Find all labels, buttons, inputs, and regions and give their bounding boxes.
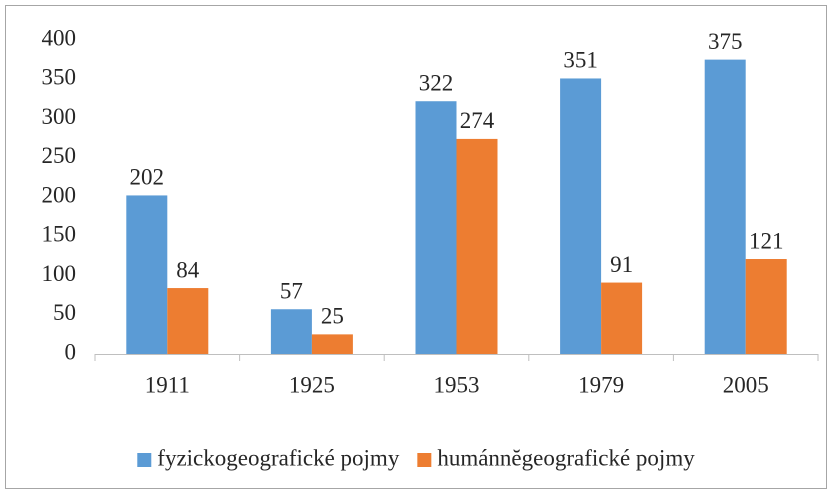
bar [560, 78, 602, 354]
bar [415, 101, 457, 354]
y-tick-label: 400 [42, 25, 77, 50]
data-label: 121 [749, 228, 784, 253]
data-label: 274 [460, 108, 495, 133]
data-label: 57 [280, 279, 303, 304]
x-tick-label: 1953 [434, 372, 480, 397]
y-tick-label: 150 [42, 222, 77, 247]
y-tick-label: 50 [53, 300, 76, 325]
y-tick-label: 0 [65, 339, 77, 364]
y-tick-label: 350 [42, 65, 77, 90]
legend-label: fyzickogeografické pojmy [157, 445, 400, 470]
x-tick-label: 1911 [145, 372, 190, 397]
x-tick-label: 2005 [723, 372, 769, 397]
legend-swatch [137, 453, 152, 467]
legend-swatch [417, 453, 432, 467]
data-label: 84 [176, 257, 200, 282]
bar [167, 288, 209, 354]
y-tick-label: 100 [42, 261, 77, 286]
x-tick-label: 1925 [289, 372, 335, 397]
bar [601, 282, 643, 354]
legend-label: humánnĕgeografické pojmy [437, 445, 695, 470]
bar [311, 334, 353, 354]
data-label: 202 [130, 165, 165, 190]
x-tick-label: 1979 [578, 372, 624, 397]
y-tick-label: 300 [42, 104, 77, 129]
bar [456, 138, 498, 354]
bar [270, 309, 312, 354]
bar [745, 259, 787, 354]
data-label: 91 [610, 252, 633, 277]
data-label: 322 [419, 71, 454, 96]
data-label: 25 [321, 304, 344, 329]
data-label: 351 [563, 48, 598, 73]
y-tick-label: 200 [42, 182, 77, 207]
y-tick-label: 250 [42, 143, 77, 168]
bar [704, 59, 746, 354]
bar [126, 195, 168, 354]
data-label: 375 [708, 29, 743, 54]
